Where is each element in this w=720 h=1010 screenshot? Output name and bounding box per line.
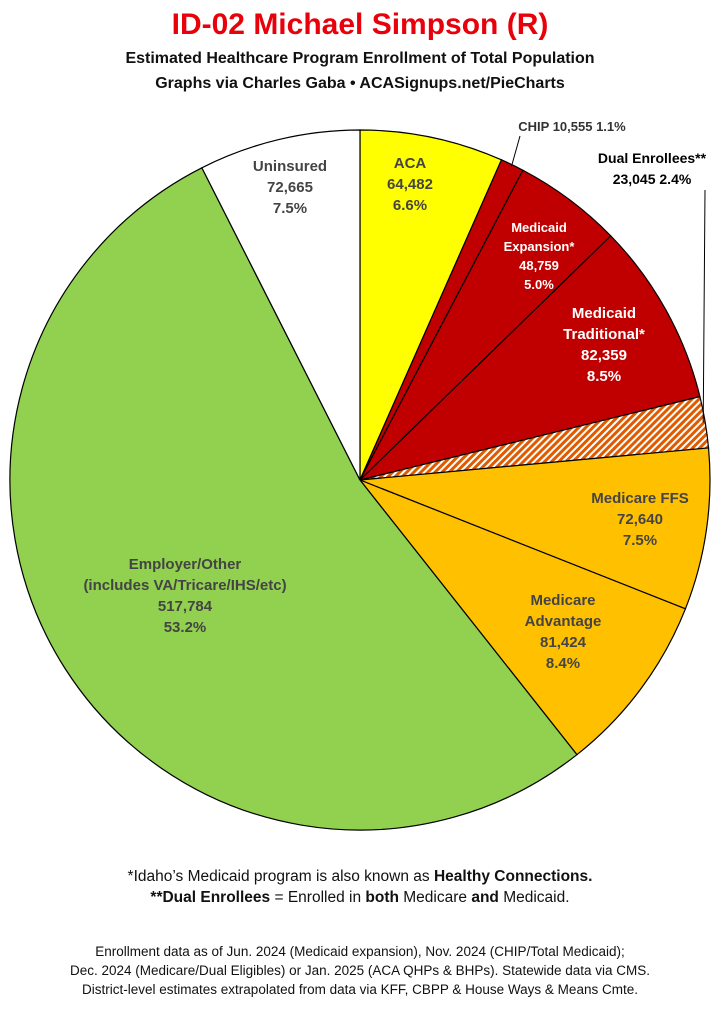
pie-slice-employer-other xyxy=(9,166,578,831)
pie-slice-medicare-advantage xyxy=(358,478,687,756)
chart-subtitle: Estimated Healthcare Program Enrollment … xyxy=(125,50,595,67)
slice-label-medicare-ffs: Medicare FFS 72,640 7.5% xyxy=(591,490,689,549)
footnote-dual-enrollees: **Dual Enrollees = Enrolled in both Medi… xyxy=(150,889,570,906)
chart-credit: Graphs via Charles Gaba • ACASignups.net… xyxy=(155,75,565,92)
leader-line-chip xyxy=(510,135,521,167)
slice-label-medicaid-traditional: Medicaid Traditional* 82,359 8.5% xyxy=(563,305,645,385)
slice-label-medicaid-expansion: Medicaid Expansion* 48,759 5.0% xyxy=(504,220,576,292)
slice-label-dual-enrollees: Dual Enrollees** 23,045 2.4% xyxy=(598,150,707,187)
slice-label-aca: ACA 64,482 6.6% xyxy=(387,155,433,214)
footnotes: *Idaho’s Medicaid program is also known … xyxy=(0,866,720,908)
pie-slice-aca xyxy=(359,129,503,481)
source-line: Enrollment data as of Jun. 2024 (Medicai… xyxy=(95,944,625,959)
chart-title: ID-02 Michael Simpson (R) xyxy=(171,8,549,41)
leader-line-dual-enrollees xyxy=(702,189,706,423)
source-notes: Enrollment data as of Jun. 2024 (Medicai… xyxy=(0,942,720,999)
source-line: District-level estimates extrapolated fr… xyxy=(82,982,638,997)
pie-slice-medicaid-traditional xyxy=(358,235,701,482)
footnote-healthy-connections: *Idaho’s Medicaid program is also known … xyxy=(127,868,593,885)
slice-label-employer-other: Employer/Other (includes VA/Tricare/IHS/e… xyxy=(83,556,286,636)
slice-label-chip: CHIP 10,555 1.1% xyxy=(518,119,626,134)
source-line: Dec. 2024 (Medicare/Dual Eligibles) or J… xyxy=(70,963,650,978)
pie-chart: ACA 64,482 6.6% CHIP 10,555 1.1% Medicaid Exp… xyxy=(9,119,711,831)
slice-label-uninsured: Uninsured 72,665 7.5% xyxy=(253,158,327,217)
pie-slice-medicare-ffs xyxy=(359,447,711,610)
slice-label-medicare-advantage: Medicare Advantage 81,424 8.4% xyxy=(525,592,602,672)
pie-slice-uninsured xyxy=(201,129,361,481)
